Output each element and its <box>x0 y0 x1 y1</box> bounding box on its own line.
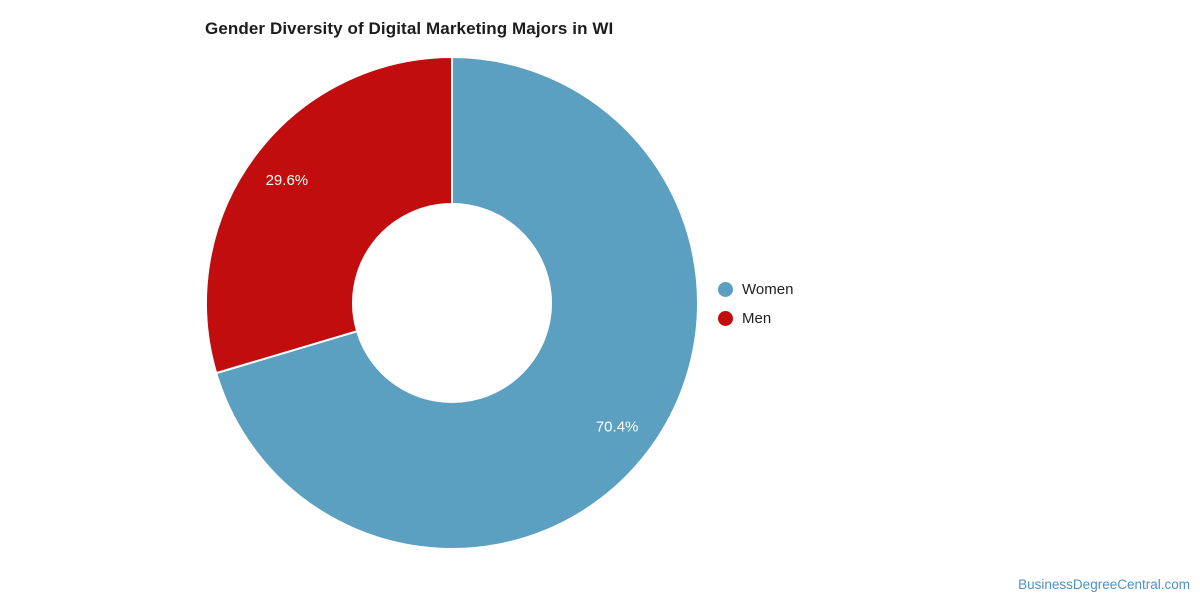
pie-slice-men[interactable] <box>205 55 453 375</box>
legend-swatch-women-icon <box>718 282 733 297</box>
pie-slice-women[interactable] <box>214 55 699 550</box>
legend-label-men: Men <box>742 310 772 327</box>
chart-title: Gender Diversity of Digital Marketing Ma… <box>205 19 614 38</box>
legend: Women Men <box>718 281 793 327</box>
legend-item-men: Men <box>718 310 793 327</box>
legend-swatch-men-icon <box>718 311 733 326</box>
slice-label-women: 70.4% <box>596 418 639 435</box>
watermark-link[interactable]: BusinessDegreeCentral.com <box>1018 577 1190 592</box>
legend-item-women: Women <box>718 281 793 298</box>
slice-label-men: 29.6% <box>266 172 309 189</box>
legend-label-women: Women <box>742 281 794 298</box>
